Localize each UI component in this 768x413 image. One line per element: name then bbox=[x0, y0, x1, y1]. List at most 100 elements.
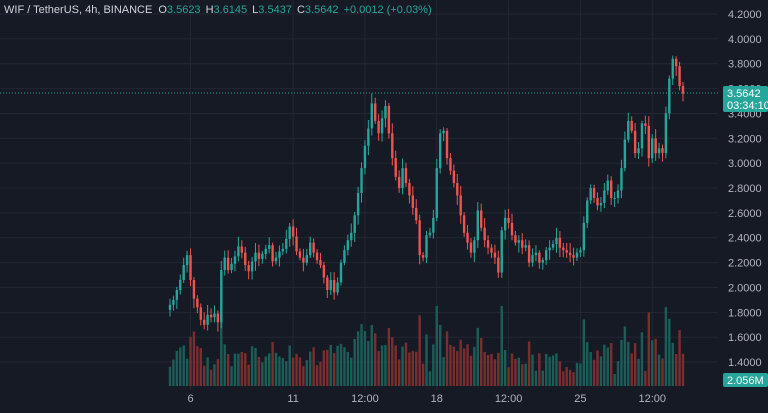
volume-bar bbox=[449, 344, 452, 386]
change-value: +0.0012 (+0.03%) bbox=[343, 4, 432, 16]
volume-bar bbox=[438, 325, 442, 386]
volume-bar bbox=[278, 356, 281, 386]
candle-body bbox=[531, 255, 534, 263]
volume-bar bbox=[473, 346, 476, 386]
volume-bar bbox=[315, 365, 319, 386]
volume-bar bbox=[254, 347, 257, 386]
volume-bar bbox=[674, 353, 678, 386]
candle-body bbox=[435, 168, 438, 218]
high-label: H bbox=[205, 4, 214, 16]
volume-bar bbox=[285, 361, 288, 386]
price-tick-label: 2.4000 bbox=[728, 233, 762, 245]
volume-bar bbox=[305, 360, 308, 386]
time-tick-label: 6 bbox=[187, 393, 193, 405]
volume-bar bbox=[534, 370, 538, 386]
candle-body bbox=[264, 248, 267, 254]
candle-body bbox=[497, 257, 500, 273]
candle-body bbox=[548, 247, 551, 251]
price-tick-label: 3.8000 bbox=[728, 59, 762, 71]
candle-body bbox=[274, 257, 278, 262]
low-value: 3.5437 bbox=[258, 4, 292, 16]
candle-body bbox=[267, 245, 271, 249]
volume-bar bbox=[380, 345, 384, 386]
volume-bar bbox=[226, 353, 230, 386]
volume-bar bbox=[237, 353, 240, 386]
symbol-title[interactable]: WIF / TetherUS, 4h, BINANCE bbox=[4, 4, 153, 16]
volume-bar bbox=[493, 359, 497, 386]
candle-body bbox=[377, 120, 380, 134]
candle-body bbox=[521, 240, 524, 248]
volume-bar bbox=[425, 334, 428, 386]
candle-body bbox=[596, 197, 599, 206]
volume-bar bbox=[377, 350, 380, 386]
volume-bar bbox=[367, 340, 370, 386]
candle-body bbox=[640, 123, 644, 149]
candle-body bbox=[425, 235, 428, 258]
volume-bar bbox=[435, 306, 438, 386]
candle-body bbox=[189, 255, 192, 281]
candle-body bbox=[466, 232, 469, 243]
volume-bar bbox=[421, 363, 425, 386]
candle-body bbox=[651, 138, 654, 159]
volume-bar bbox=[490, 353, 493, 386]
volume-bar bbox=[654, 338, 657, 386]
price-tick-label: 1.6000 bbox=[728, 332, 762, 344]
candle-body bbox=[620, 168, 623, 191]
candle-body bbox=[671, 58, 674, 79]
volume-bar bbox=[404, 342, 408, 386]
volume-bar bbox=[346, 351, 350, 386]
candle-body bbox=[343, 250, 346, 263]
candle-body bbox=[633, 130, 637, 154]
volume-bar bbox=[616, 361, 620, 386]
candle-body bbox=[302, 257, 305, 263]
volume-bar bbox=[374, 333, 377, 386]
candle-body bbox=[185, 255, 189, 266]
candle-body bbox=[257, 252, 261, 259]
candle-body bbox=[579, 250, 582, 253]
volume-bar bbox=[668, 318, 671, 386]
volume-bar bbox=[209, 369, 213, 386]
candle-countdown: 03:34:10 bbox=[727, 100, 768, 112]
volume-bar bbox=[657, 354, 661, 386]
volume-bar bbox=[609, 343, 613, 386]
volume-bar bbox=[312, 347, 315, 386]
candle-body bbox=[298, 251, 302, 258]
candle-body bbox=[418, 220, 421, 256]
candle-body bbox=[281, 248, 285, 252]
candle-body bbox=[623, 139, 627, 169]
volume-bar bbox=[175, 350, 179, 386]
candle-body bbox=[182, 265, 185, 281]
time-tick-label: 18 bbox=[431, 393, 443, 405]
volume-bar bbox=[428, 371, 432, 386]
volume-bar bbox=[203, 365, 206, 386]
candle-body bbox=[332, 280, 336, 293]
volume-bar bbox=[589, 352, 592, 386]
candle-body bbox=[432, 217, 435, 233]
candle-body bbox=[534, 252, 538, 256]
volume-bar bbox=[182, 345, 185, 386]
time-axis[interactable]: 6 11 12:00 18 12:00 25 12:00 bbox=[187, 393, 666, 405]
candle-body bbox=[319, 260, 322, 266]
volume-bar bbox=[637, 358, 640, 386]
candle-body bbox=[630, 120, 633, 131]
candle-body bbox=[538, 252, 541, 263]
price-axis[interactable]: 4.20004.00003.80003.60003.40003.20003.00… bbox=[728, 9, 762, 369]
volume-bar bbox=[233, 353, 237, 386]
candle-body bbox=[295, 236, 298, 252]
candle-body bbox=[545, 250, 548, 261]
candle-body bbox=[678, 66, 681, 87]
candle-body bbox=[209, 314, 213, 318]
volume-bar bbox=[633, 343, 637, 386]
volume-bar bbox=[486, 354, 490, 386]
volume-bar bbox=[356, 331, 360, 386]
candle-body bbox=[456, 183, 459, 196]
candle-body bbox=[291, 226, 295, 237]
candle-body bbox=[562, 247, 565, 251]
volume-bar bbox=[623, 326, 627, 386]
volume-bar bbox=[244, 353, 247, 386]
candle-body bbox=[305, 255, 308, 263]
volume-bar bbox=[596, 350, 599, 386]
candle-body bbox=[339, 262, 343, 283]
